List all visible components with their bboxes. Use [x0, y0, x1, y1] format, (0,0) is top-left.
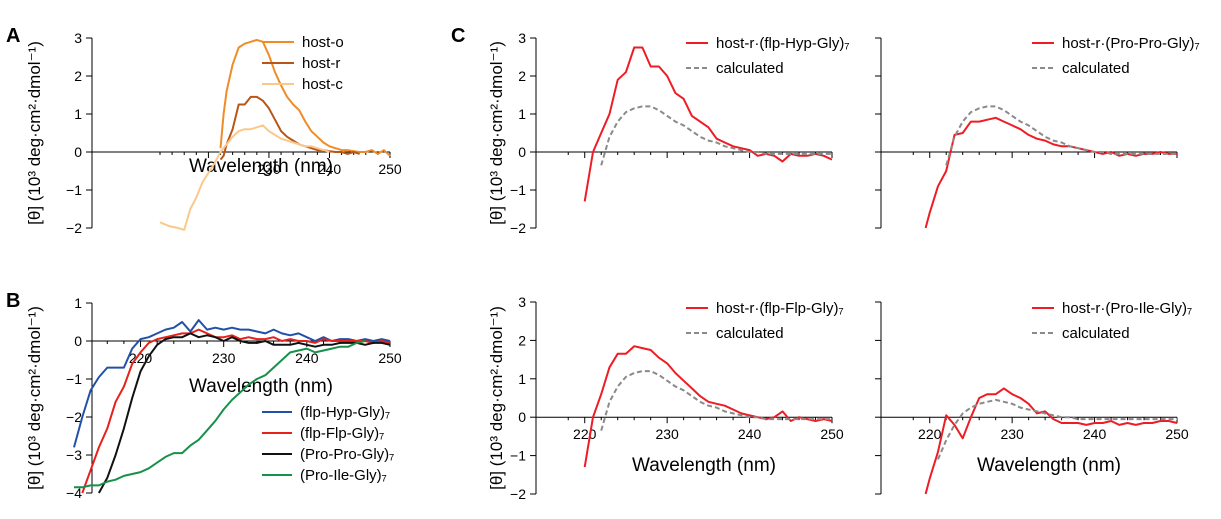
series-line-1 [219, 38, 391, 157]
series-line-3 [98, 332, 391, 494]
series-line-1 [583, 46, 833, 202]
chart-c4: 220 230 240 250 Wavelength (nm) host-r·(Pro-I… [875, 300, 1192, 495]
x-tick-label: 220 [573, 426, 597, 442]
legend-label: calculated [1062, 60, 1130, 77]
legend-label: (Pro-Pro-Gly)₇ [300, 446, 394, 463]
chart-c2: host-r·(Pro-Pro-Gly)₇ calculated [875, 35, 1200, 229]
y-tick-label: −1 [66, 182, 82, 198]
y-tick-label: 1 [74, 106, 82, 122]
chart-c3: −2 −1 0 1 2 3 220 230 240 250 Wavelength (nm) [θ] (… [487, 294, 844, 502]
x-tick-label: 240 [295, 350, 319, 366]
y-tick-label: 1 [74, 295, 82, 311]
y-tick-label: −2 [66, 220, 82, 236]
x-tick-label: 250 [378, 161, 402, 177]
panel-label-c: C [451, 25, 465, 47]
chart-a: −2 −1 0 1 2 3 230 240 250 Wavelength (nm) [θ] (10³… [25, 30, 402, 236]
series-line-3 [159, 124, 330, 231]
series-line-2 [600, 105, 832, 166]
series-line-1 [583, 345, 833, 468]
y-axis-label: [θ] (10³ deg·cm²·dmol⁻¹) [25, 41, 44, 225]
legend-label: calculated [1062, 325, 1130, 342]
y-tick-label: 2 [518, 68, 526, 84]
series-line-1 [924, 116, 1177, 229]
legend-label: calculated [716, 325, 784, 342]
chart-c1: −2 −1 0 1 2 3 [θ] (10³ deg·cm²·dmol⁻¹) host-r·(… [487, 30, 850, 236]
y-tick-label: −2 [66, 409, 82, 425]
y-axis-label: [θ] (10³ deg·cm²·dmol⁻¹) [25, 306, 44, 490]
x-tick-label: 230 [257, 161, 281, 177]
legend-label: host-o [302, 34, 344, 51]
y-tick-label: −1 [66, 371, 82, 387]
x-axis-label: Wavelength (nm) [189, 376, 333, 397]
x-tick-label: 250 [1165, 426, 1189, 442]
series-line-2 [945, 105, 1177, 166]
x-tick-label: 220 [918, 426, 942, 442]
y-tick-label: 0 [74, 144, 82, 160]
y-axis-label: [θ] (10³ deg·cm²·dmol⁻¹) [487, 306, 506, 490]
y-tick-label: 3 [518, 294, 526, 310]
y-tick-label: 1 [518, 371, 526, 387]
x-tick-label: 230 [212, 350, 236, 366]
y-tick-label: −2 [510, 220, 526, 236]
x-tick-label: 230 [655, 426, 679, 442]
y-tick-label: 0 [518, 144, 526, 160]
series-line-2 [219, 95, 361, 161]
legend-label: calculated [716, 60, 784, 77]
x-axis-label: Wavelength (nm) [977, 455, 1121, 476]
y-tick-label: 0 [518, 409, 526, 425]
series-line-4 [74, 340, 366, 489]
y-tick-label: −4 [66, 485, 82, 501]
legend-label: host-r·(flp-Hyp-Gly)₇ [716, 35, 850, 52]
x-tick-label: 250 [378, 350, 402, 366]
y-tick-label: 0 [74, 333, 82, 349]
legend-label: host-r [302, 55, 340, 72]
series-line-1 [924, 387, 1178, 495]
y-tick-label: 2 [518, 332, 526, 348]
panel-label-b: B [6, 290, 20, 312]
y-tick-label: −2 [510, 486, 526, 502]
series-line-2 [600, 370, 832, 431]
series-line-1 [73, 319, 391, 448]
y-tick-label: 2 [74, 68, 82, 84]
x-tick-label: 240 [318, 161, 342, 177]
x-tick-label: 250 [820, 426, 844, 442]
y-tick-label: −1 [510, 448, 526, 464]
legend-label: (flp-Flp-Gly)₇ [300, 425, 384, 442]
legend-label: (Pro-Ile-Gly)₇ [300, 467, 387, 484]
x-axis-label: Wavelength (nm) [632, 455, 776, 476]
x-tick-label: 240 [738, 426, 762, 442]
legend-label: host-r·(Pro-Pro-Gly)₇ [1062, 35, 1200, 52]
series-line-2 [937, 398, 1177, 460]
series-line-2 [81, 328, 391, 494]
y-tick-label: −3 [66, 447, 82, 463]
y-tick-label: 3 [74, 30, 82, 46]
y-tick-label: 3 [518, 30, 526, 46]
legend-label: host-r·(Pro-Ile-Gly)₇ [1062, 300, 1192, 317]
legend-label: (flp-Hyp-Gly)₇ [300, 404, 390, 421]
x-tick-label: 240 [1083, 426, 1107, 442]
x-tick-label: 230 [1000, 426, 1024, 442]
legend-label: host-r·(flp-Flp-Gly)₇ [716, 300, 844, 317]
panel-label-a: A [6, 25, 20, 47]
y-axis-label: [θ] (10³ deg·cm²·dmol⁻¹) [487, 41, 506, 225]
legend-label: host-c [302, 76, 343, 93]
y-tick-label: 1 [518, 106, 526, 122]
y-tick-label: −1 [510, 182, 526, 198]
x-axis-label: Wavelength (nm) [189, 156, 333, 177]
